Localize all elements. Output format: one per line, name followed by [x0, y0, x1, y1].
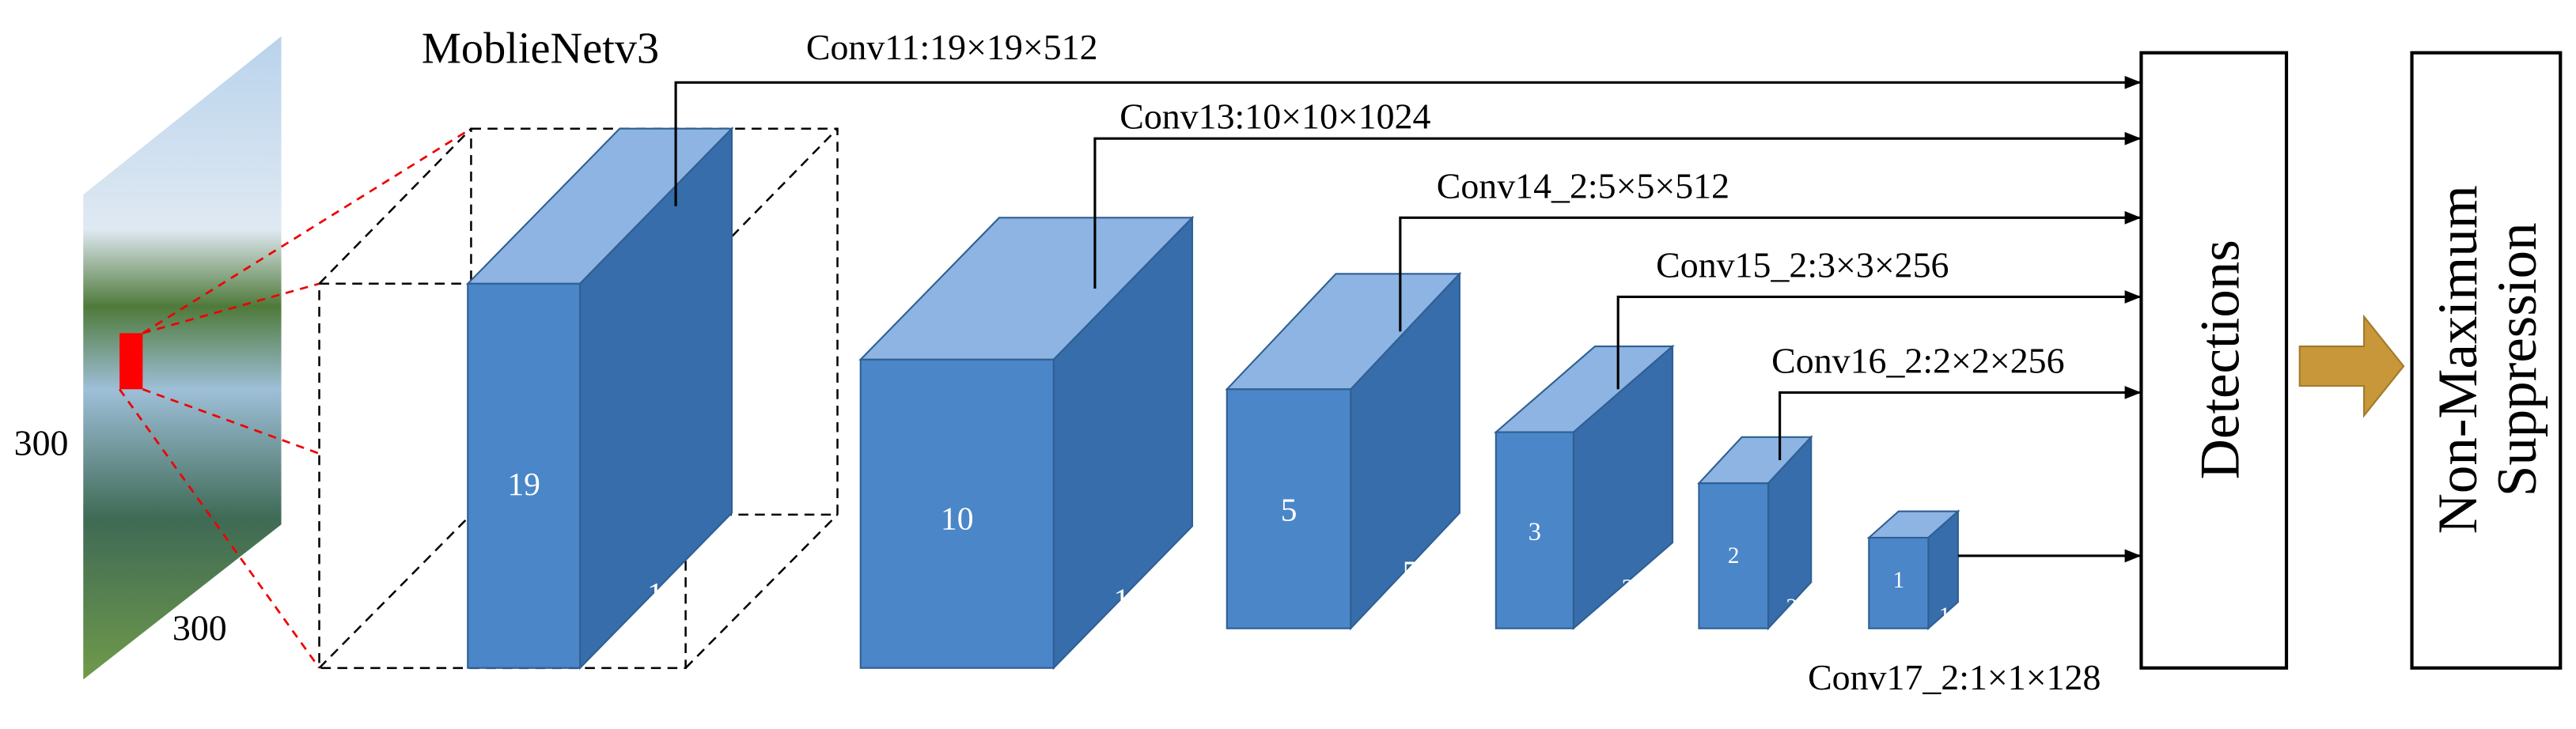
layer-label: Conv11:19×19×512: [806, 27, 1098, 67]
detections-box: [2139, 51, 2289, 670]
layers: 19 19 Conv11:19×19×512 10 10 Conv13:10×10×102…: [465, 27, 2142, 697]
cube-front-size: 19: [507, 466, 540, 503]
detections-label: Detections: [2190, 240, 2252, 479]
title: MoblieNetv3: [422, 24, 659, 73]
cube-front: [859, 358, 1055, 669]
input-image: [83, 36, 282, 680]
connector: [1093, 131, 2142, 289]
cube-front: [1494, 431, 1574, 629]
input-height: 300: [14, 423, 69, 463]
nms-label-2: Suppression: [2487, 222, 2548, 497]
cube-front-size: 5: [1281, 493, 1297, 529]
cube-front: [1868, 536, 1930, 629]
cube-side-size: 19: [647, 576, 680, 613]
cube-side-size: 10: [1113, 582, 1146, 618]
cube-side-size: 3: [1622, 574, 1635, 602]
cube-front: [467, 282, 581, 669]
cube-front: [1698, 482, 1770, 629]
cube-side-size: 2: [1786, 595, 1798, 620]
arrow: [2298, 314, 2405, 418]
layer-label: Conv15_2:3×3×256: [1656, 244, 1949, 285]
nms-box: [2410, 51, 2563, 670]
layer-label: Conv14_2:5×5×512: [1437, 165, 1729, 206]
nms-label-1: Non-Maximum: [2427, 185, 2489, 534]
cube-side-size: 1: [1939, 603, 1951, 629]
cube-front-size: 2: [1728, 543, 1740, 568]
projection-lines: [119, 127, 472, 669]
connector: [674, 75, 2142, 206]
connector: [1779, 386, 2142, 460]
layer-label: Conv16_2:2×2×256: [1771, 340, 2064, 380]
input-width: 300: [172, 607, 227, 648]
cube-front-size: 1: [1893, 568, 1905, 593]
connector: [1399, 211, 2142, 332]
cube-side-size: 5: [1403, 554, 1419, 591]
cube-front-size: 3: [1529, 518, 1541, 546]
layer-label: Conv13:10×10×1024: [1119, 96, 1430, 137]
cube-front-size: 10: [941, 500, 974, 537]
receptive-field: [119, 333, 143, 390]
cube-front: [1225, 388, 1352, 629]
layer-label: Conv17_2:1×1×128: [1808, 657, 2101, 697]
connector: [1616, 290, 2142, 390]
